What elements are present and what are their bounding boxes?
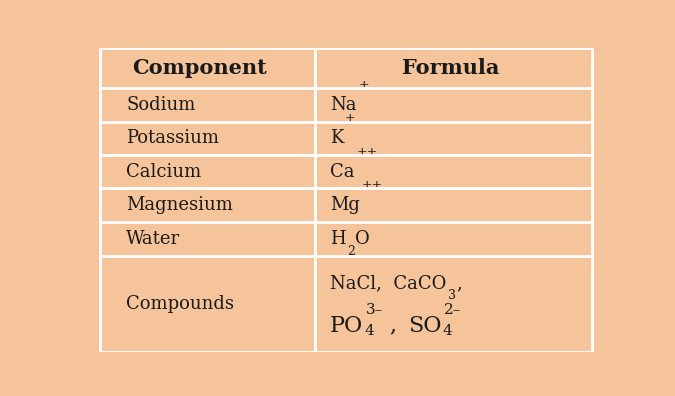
Text: Na: Na	[330, 96, 357, 114]
Text: Formula: Formula	[402, 58, 500, 78]
Text: Compounds: Compounds	[126, 295, 234, 313]
Text: Sodium: Sodium	[126, 96, 196, 114]
Text: Mg: Mg	[330, 196, 360, 214]
Text: ,: ,	[456, 274, 462, 292]
Text: ++: ++	[362, 179, 383, 192]
Text: NaCl,  CaCO: NaCl, CaCO	[330, 274, 447, 292]
Text: 4: 4	[443, 324, 452, 338]
Text: O: O	[355, 230, 370, 248]
Text: Water: Water	[126, 230, 180, 248]
Text: +: +	[345, 112, 356, 125]
Text: PO: PO	[330, 314, 364, 337]
Text: ,: ,	[389, 314, 396, 337]
Text: Component: Component	[132, 58, 267, 78]
Text: SO: SO	[408, 314, 441, 337]
Text: Calcium: Calcium	[126, 163, 201, 181]
Text: ++: ++	[356, 146, 377, 159]
Text: 2–: 2–	[444, 303, 462, 318]
Text: 2: 2	[347, 245, 355, 258]
Text: 4: 4	[365, 324, 375, 338]
Text: 3: 3	[448, 289, 456, 302]
Text: Potassium: Potassium	[126, 129, 219, 147]
Text: 3–: 3–	[367, 303, 383, 318]
Text: K: K	[330, 129, 344, 147]
Text: +: +	[358, 79, 369, 92]
Text: Ca: Ca	[330, 163, 355, 181]
Text: Magnesium: Magnesium	[126, 196, 233, 214]
Text: H: H	[330, 230, 346, 248]
